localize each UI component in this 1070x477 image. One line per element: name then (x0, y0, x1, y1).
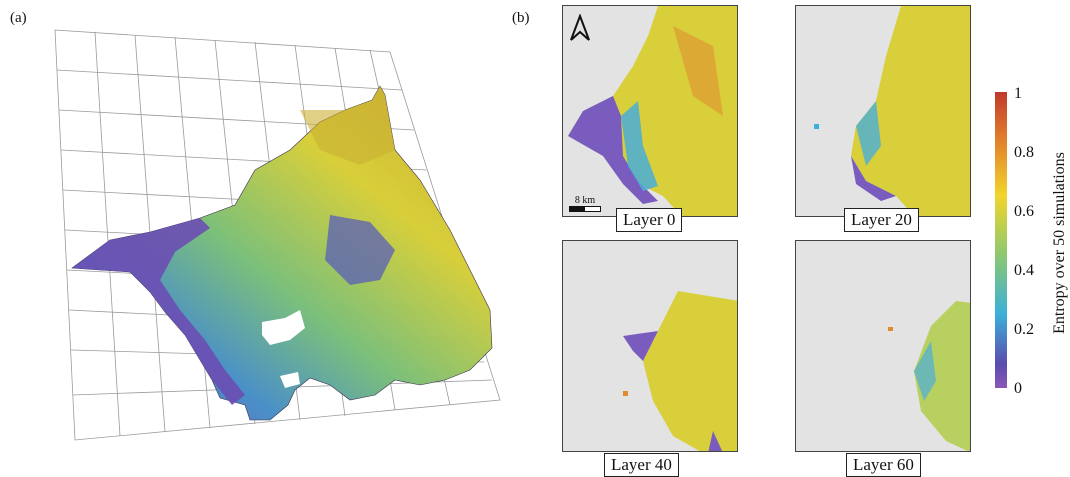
map-layer-60 (795, 240, 971, 452)
terrain-low-entropy-band (72, 218, 245, 405)
north-arrow-icon (570, 14, 590, 41)
scale-bar: 8 km (569, 196, 601, 212)
panel-label-b: (b) (512, 10, 530, 26)
map-label-layer-0: Layer 0 (616, 208, 683, 232)
map-layer-40 (562, 240, 738, 452)
3d-entropy-surface (54, 29, 501, 441)
lake (280, 372, 300, 388)
lake (262, 310, 305, 345)
map-label-layer-20: Layer 20 (844, 208, 919, 232)
map-label-layer-40: Layer 40 (604, 453, 679, 477)
colorbar-tick: 0.8 (1014, 144, 1034, 161)
colorbar (995, 92, 1007, 388)
colorbar-tick: 0.4 (1014, 262, 1034, 279)
map-label-layer-60: Layer 60 (846, 453, 921, 477)
colorbar-tick: 0 (1014, 380, 1022, 397)
map-layer-20 (795, 5, 971, 217)
colorbar-tick: 0.2 (1014, 321, 1034, 338)
scale-bar-label: 8 km (574, 195, 596, 206)
terrain-high-entropy-patch (300, 86, 395, 165)
colorbar-title: Entropy over 50 simulations (1051, 152, 1068, 334)
panel-label-a: (a) (10, 10, 27, 26)
map-layer-0: 8 km (562, 5, 738, 217)
colorbar-tick: 1 (1014, 85, 1022, 102)
colorbar-tick: 0.6 (1014, 203, 1034, 220)
terrain-low-entropy-patch (325, 215, 395, 285)
